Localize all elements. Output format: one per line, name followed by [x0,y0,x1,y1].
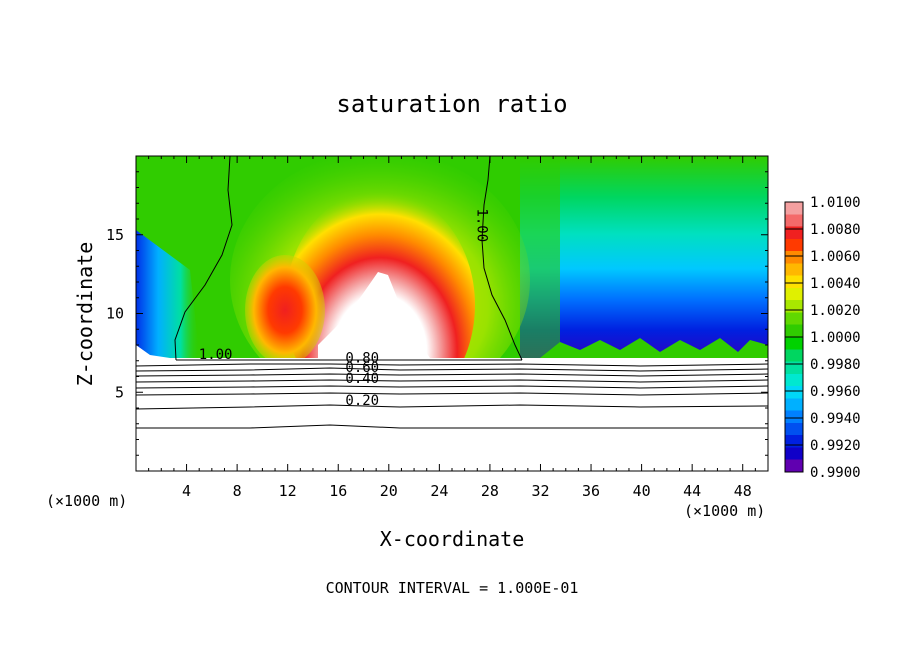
colorbar-label: 0.9940 [810,411,861,427]
colorbar-label: 0.9920 [810,438,861,454]
contour-line-1.00-right [481,156,523,361]
contour-line-0.70 [136,373,768,377]
x-tick-label: 24 [430,482,448,500]
x-tick-label: 48 [734,482,752,500]
contour-label: 1.00 [199,347,233,363]
y-axis: 5 10 15 [106,171,768,456]
x-tick-label: 44 [683,482,701,500]
colorbar-label: 0.9980 [810,357,861,373]
contour-label: 1.00 [473,208,489,242]
colorbar-label: 1.0040 [810,276,861,292]
x-tick-label: 4 [182,482,191,500]
x-tick-label: 28 [481,482,499,500]
x-tick-label: 40 [633,482,651,500]
contour-line-0.60 [136,379,768,383]
field-saturated-core [318,272,430,358]
field-below-base [136,358,768,471]
x-tick-label: 16 [329,482,347,500]
field-left-dome [245,255,325,365]
contour-label: 0.40 [345,371,379,387]
contour-line-0.50 [136,385,768,389]
colorbar-label: 1.0000 [810,330,861,346]
contour-labels: 1.00 1.00 0.800.600.40 0.20 [199,208,490,408]
contour-line-0.30 [136,404,768,410]
x-tick-label: 8 [233,482,242,500]
field-right-moist-deficit [520,156,768,361]
contour-line-0.90 [136,363,768,367]
contour-line-0.20 [136,424,768,429]
colorbar-label: 1.0060 [810,249,861,265]
x-unit-right: (×1000 m) [684,502,765,520]
x-axis-label: X-coordinate [380,527,525,551]
field-left-moist-deficit [136,230,200,361]
contour-line-0.80 [136,367,768,372]
heatmap-field [136,156,768,471]
x-tick-label: 20 [380,482,398,500]
colorbar-label: 1.0020 [810,303,861,319]
chart-title: saturation ratio [336,90,567,118]
contour-line-1.00-left [174,156,233,361]
colorbar-label: 0.9900 [810,465,861,481]
y-tick-label: 5 [115,383,124,401]
y-tick-label: 10 [106,305,124,323]
x-tick-label: 32 [531,482,549,500]
contour-interval-note: CONTOUR INTERVAL = 1.000E-01 [326,579,579,597]
y-axis-label: Z-coordinate [73,242,97,387]
colorbar-label: 0.9960 [810,384,861,400]
contour-lines [136,156,768,429]
colorbar-label: 1.0080 [810,222,861,238]
field-base-edge [136,345,768,361]
colorbar-label: 1.0100 [810,195,861,211]
x-axis: 4 8 12 16 20 24 28 32 36 40 44 48 [148,156,756,500]
y-tick-label: 15 [106,226,124,244]
x-tick-label: 36 [582,482,600,500]
contour-label: 0.20 [345,393,379,409]
colorbar: 1.0100 1.0080 1.0060 1.0040 1.0020 1.0000 0.99… [784,195,861,481]
x-unit-left: (×1000 m) [46,492,127,510]
colorbar-labels: 1.0100 1.0080 1.0060 1.0040 1.0020 1.0000 0.99… [785,195,861,481]
contour-line-0.40 [136,392,768,396]
contour-label: 0.80 [345,350,379,366]
x-tick-label: 12 [279,482,297,500]
contour-label: 0.60 [345,360,379,376]
